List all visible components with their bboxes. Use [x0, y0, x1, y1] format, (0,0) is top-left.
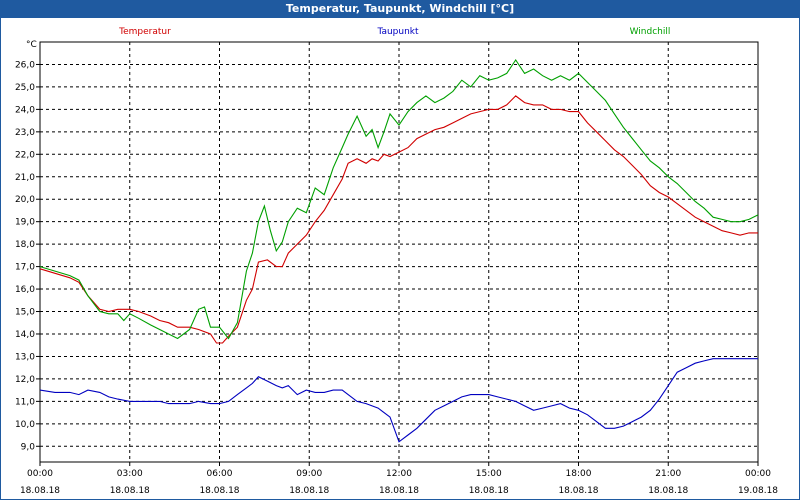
x-tick-date: 18.08.18 — [558, 486, 598, 496]
x-tick-date: 18.08.18 — [199, 486, 239, 496]
series-lines — [39, 59, 759, 443]
y-tick-label: 12,0 — [15, 375, 35, 385]
y-tick-label: 21,0 — [15, 173, 35, 183]
x-tick-date: 19.08.18 — [738, 486, 778, 496]
y-tick-label: 22,0 — [15, 150, 35, 160]
y-tick-label: 25,0 — [15, 83, 35, 93]
legend-item-temperatur: Temperatur — [118, 27, 171, 37]
x-tick-date: 18.08.18 — [289, 486, 329, 496]
x-tick-time: 18:00 — [566, 469, 592, 479]
series-line-temperatur — [39, 95, 758, 344]
legend: Temperatur Taupunkt Windchill — [118, 27, 670, 37]
y-tick-label: 11,0 — [15, 397, 35, 407]
grid — [40, 42, 758, 462]
y-tick-label: 13,0 — [15, 352, 35, 362]
series-line-taupunkt — [39, 358, 758, 443]
y-axis: 9,0 10,0 11,0 12,0 13,0 14,0 15,0 16,0 17,0 18,0 1… — [15, 60, 40, 452]
x-tick-time: 00:00 — [27, 469, 53, 479]
y-tick-label: 20,0 — [15, 195, 35, 205]
y-tick-label: 16,0 — [15, 285, 35, 295]
y-tick-label: 18,0 — [15, 240, 35, 250]
x-tick-time: 03:00 — [117, 469, 143, 479]
x-tick-time: 21:00 — [655, 469, 681, 479]
y-tick-label: 19,0 — [15, 218, 35, 228]
x-tick-date: 18.08.18 — [469, 486, 509, 496]
y-tick-label: 9,0 — [21, 442, 36, 452]
y-tick-label: 14,0 — [15, 330, 35, 340]
x-tick-time: 06:00 — [207, 469, 233, 479]
y-tick-label: 24,0 — [15, 105, 35, 115]
x-tick-time: 00:00 — [745, 469, 771, 479]
legend-item-windchill: Windchill — [630, 27, 671, 37]
x-axis: 00:00 18.08.18 03:00 18.08.18 06:00 18.08.18 0… — [20, 462, 778, 496]
y-tick-label: 26,0 — [15, 60, 35, 70]
y-tick-label: 15,0 — [15, 308, 35, 318]
y-tick-label: 10,0 — [15, 420, 35, 430]
y-tick-label: 23,0 — [15, 128, 35, 138]
y-tick-label: 17,0 — [15, 263, 35, 273]
x-tick-date: 18.08.18 — [648, 486, 688, 496]
x-tick-date: 18.08.18 — [110, 486, 150, 496]
y-axis-unit-label: °C — [26, 40, 37, 50]
x-tick-time: 12:00 — [386, 469, 412, 479]
x-tick-time: 09:00 — [296, 469, 322, 479]
window-title: Temperatur, Taupunkt, Windchill [°C] — [0, 0, 800, 18]
x-tick-date: 18.08.18 — [20, 486, 60, 496]
x-tick-time: 15:00 — [476, 469, 502, 479]
series-line-windchill — [39, 59, 759, 340]
legend-item-taupunkt: Taupunkt — [376, 27, 419, 37]
x-tick-date: 18.08.18 — [379, 486, 419, 496]
